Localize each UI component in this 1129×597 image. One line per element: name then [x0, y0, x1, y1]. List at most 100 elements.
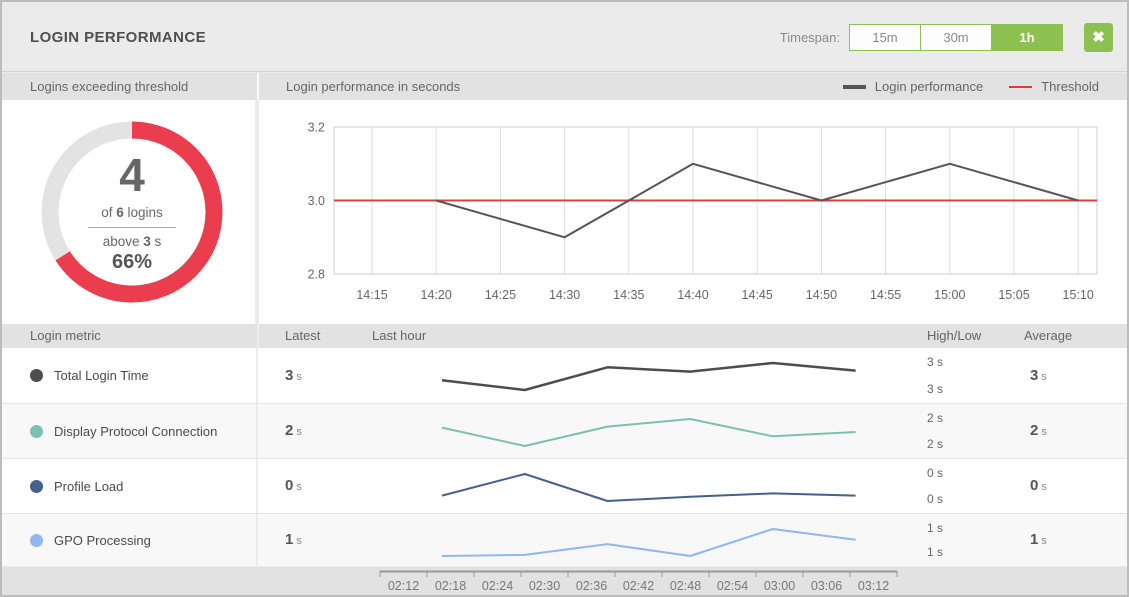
- metric-label: Total Login Time: [54, 368, 149, 383]
- svg-text:14:45: 14:45: [742, 288, 773, 302]
- metric-cell: Profile Load: [2, 459, 258, 513]
- gauge-panel-title: Logins exceeding threshold: [30, 79, 189, 94]
- svg-text:3.0: 3.0: [308, 194, 325, 208]
- svg-text:14:20: 14:20: [421, 288, 452, 302]
- metric-cell: Display Protocol Connection: [2, 404, 258, 458]
- metric-color-icon: [30, 479, 43, 493]
- gauge-above-line: above 3 s: [103, 234, 162, 249]
- sparkline-time-axis: 02:12 02:18 02:24 02:30 02:36 02:42 02:48 02:54…: [2, 567, 1127, 595]
- metric-cell: Total Login Time: [2, 348, 258, 403]
- svg-text:03:12: 03:12: [858, 579, 889, 593]
- gauge-total: 6: [116, 205, 124, 220]
- svg-text:02:48: 02:48: [670, 579, 701, 593]
- page-title: LOGIN PERFORMANCE: [30, 29, 206, 46]
- metric-color-icon: [30, 424, 43, 438]
- svg-text:02:36: 02:36: [576, 579, 607, 593]
- low-value: 1 s: [927, 545, 944, 559]
- svg-text:02:54: 02:54: [717, 579, 748, 593]
- metric-label: Display Protocol Connection: [54, 423, 218, 439]
- legend-item: Threshold: [1009, 73, 1099, 100]
- svg-text:14:55: 14:55: [870, 288, 901, 302]
- low-value: 2 s: [927, 437, 944, 451]
- svg-text:03:00: 03:00: [764, 579, 795, 593]
- close-icon: ✖: [1092, 28, 1105, 46]
- svg-text:14:25: 14:25: [485, 288, 516, 302]
- legend-item: Login performance: [842, 73, 984, 100]
- column-header-average: Average: [1024, 328, 1073, 343]
- svg-text:02:12: 02:12: [388, 579, 419, 593]
- svg-text:14:30: 14:30: [549, 288, 580, 302]
- svg-text:02:42: 02:42: [623, 579, 654, 593]
- gauge-of-suffix: logins: [127, 205, 163, 220]
- chart-panel-title: Login performance in seconds: [286, 79, 461, 94]
- column-header-metric: Login metric: [30, 328, 101, 343]
- low-value: 0 s: [927, 492, 944, 506]
- metric-cell: GPO Processing: [2, 514, 258, 566]
- svg-text:2.8: 2.8: [308, 268, 325, 282]
- low-value: 3 s: [927, 382, 944, 396]
- donut-gauge-chart: [41, 121, 223, 303]
- column-header-high-low: High/Low: [927, 328, 982, 343]
- timespan-button-group: 15m 30m 1h: [849, 23, 1063, 51]
- sparkline-axis-chart: 02:12 02:18 02:24 02:30 02:36 02:42 02:48 02:54…: [379, 570, 898, 593]
- gauge-count: 4: [119, 149, 145, 201]
- high-value: 1 s: [927, 521, 944, 535]
- timespan-label: Timespan:: [779, 29, 840, 45]
- gauge-percent: 66%: [111, 251, 153, 273]
- gauge-panel-header: Logins exceeding threshold: [2, 73, 257, 100]
- gauge-divider: [88, 227, 176, 228]
- column-header-latest: Latest: [285, 328, 321, 343]
- high-value: 0 s: [927, 466, 944, 480]
- svg-text:02:24: 02:24: [482, 579, 513, 593]
- metrics-table-body: Total Login Time 3 s 3 s 3 s 3 s Display Protoc…: [2, 348, 1127, 566]
- gauge-of-line: of 6 logins: [101, 205, 163, 220]
- gauge-center-text: 4 of 6 logins above 3 s 66%: [32, 112, 232, 312]
- sparkline-chart: [441, 528, 856, 557]
- high-value: 2 s: [927, 411, 944, 425]
- high-value: 3 s: [927, 355, 944, 369]
- column-divider: [257, 324, 259, 348]
- timespan-30m-button[interactable]: 30m: [920, 23, 992, 51]
- timespan-controls: Timespan: 15m 30m 1h ✖: [780, 2, 1113, 72]
- svg-text:14:50: 14:50: [806, 288, 837, 302]
- performance-line-chart: 14:15 14:20 14:25 14:30 14:35 14:40 14:45 14:50…: [308, 121, 1098, 302]
- metric-label: GPO Processing: [54, 532, 151, 548]
- svg-text:3.2: 3.2: [308, 121, 325, 135]
- legend-label: Login performance: [874, 79, 984, 94]
- gauge-above-prefix: above: [102, 234, 140, 249]
- gauge-unit: s: [154, 234, 162, 249]
- svg-text:14:15: 14:15: [356, 288, 387, 302]
- legend-line-icon: [1009, 85, 1033, 88]
- svg-text:15:10: 15:10: [1063, 288, 1094, 302]
- sparkline-chart: [441, 418, 856, 447]
- gauge-threshold: 3: [143, 234, 151, 249]
- chart-legend: Login performance Threshold: [842, 73, 1099, 100]
- metric-color-icon: [30, 369, 43, 382]
- svg-text:15:05: 15:05: [998, 288, 1029, 302]
- metrics-table-header: Login metric Latest Last hour High/Low A…: [2, 324, 1127, 348]
- timespan-1h-button[interactable]: 1h: [991, 23, 1063, 51]
- sparkline-chart: [441, 473, 856, 502]
- gauge-of-prefix: of: [101, 205, 113, 220]
- timespan-15m-button[interactable]: 15m: [849, 23, 921, 51]
- gauge-panel: 4 of 6 logins above 3 s 66%: [2, 100, 257, 324]
- close-button[interactable]: ✖: [1084, 22, 1113, 52]
- sparkline-chart: [441, 361, 856, 392]
- svg-text:03:06: 03:06: [811, 579, 842, 593]
- svg-text:14:35: 14:35: [613, 288, 644, 302]
- legend-label: Threshold: [1041, 79, 1099, 94]
- column-header-last-hour: Last hour: [372, 328, 427, 343]
- performance-chart-panel: 14:15 14:20 14:25 14:30 14:35 14:40 14:45 14:50…: [259, 100, 1127, 324]
- svg-text:14:40: 14:40: [677, 288, 708, 302]
- svg-text:02:30: 02:30: [529, 579, 560, 593]
